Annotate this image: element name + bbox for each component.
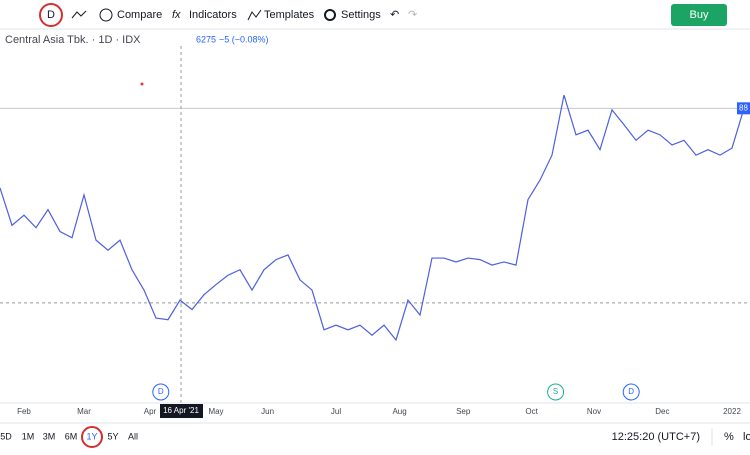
range-button[interactable]: All: [128, 431, 138, 441]
event-label: D: [628, 387, 634, 396]
buy-button[interactable]: [671, 4, 727, 26]
x-tick-label: Nov: [587, 407, 601, 416]
last-price-label: 88: [739, 103, 748, 112]
templates-icon: [247, 9, 262, 21]
x-tick-label: Dec: [655, 407, 669, 416]
range-button[interactable]: 1M: [22, 431, 35, 441]
settings-button[interactable]: Settings: [341, 9, 381, 21]
range-buttons: 5D 1M 3M 6M 1Y 5Y All: [0, 431, 138, 441]
compare-button[interactable]: Compare: [117, 9, 162, 21]
event-label: S: [553, 387, 558, 396]
toolbar: D Compare fx Indicators Templates Settin…: [0, 3, 750, 30]
x-tick-label: 2022: [723, 407, 741, 416]
x-tick-label: Oct: [525, 407, 538, 416]
crosshair-date: 16 Apr '21: [163, 406, 199, 415]
range-button[interactable]: 5Y: [107, 431, 118, 441]
x-tick-label: Mar: [77, 407, 91, 416]
settings-icon: [324, 9, 336, 21]
event-marker: [622, 383, 640, 401]
log-toggle[interactable]: lo: [743, 431, 750, 443]
indicators-button[interactable]: Indicators: [189, 9, 237, 21]
highlight: [39, 3, 63, 27]
legend-change: −5 (−0.08%): [219, 34, 269, 44]
undo-button[interactable]: ↶: [390, 9, 399, 21]
indicators-icon: fx: [172, 9, 181, 21]
range-button[interactable]: 5D: [0, 431, 12, 441]
event-marker: [547, 383, 565, 401]
legend-price: 6275: [196, 34, 216, 44]
interval-button[interactable]: D: [47, 9, 55, 21]
bottom-bar: 5D 1M 3M 6M 1Y 5Y All 12:25:20 (UTC+7) % lo: [0, 422, 750, 448]
range-button[interactable]: 3M: [43, 431, 56, 441]
marker-dot: [140, 82, 144, 86]
x-tick-label: Apr: [144, 407, 157, 416]
chart-type-icon[interactable]: [71, 10, 87, 19]
redo-button[interactable]: ↷: [408, 9, 417, 21]
clock: 12:25:20 (UTC+7): [612, 431, 700, 443]
price-line: [0, 94, 745, 342]
range-button[interactable]: 6M: [65, 431, 78, 441]
crosshair-tag: [160, 404, 203, 418]
highlight: [81, 426, 103, 448]
x-tick-label: Sep: [456, 407, 471, 416]
x-tick-label: Jul: [331, 407, 341, 416]
buy-label: Buy: [690, 9, 709, 21]
x-tick-label: Feb: [17, 407, 31, 416]
range-button[interactable]: 1Y: [86, 431, 97, 441]
compare-icon: [99, 8, 113, 22]
event-label: D: [158, 387, 164, 396]
percent-toggle[interactable]: %: [724, 431, 734, 443]
symbol-title: Central Asia Tbk. · 1D · IDX: [5, 34, 141, 46]
x-tick-label: May: [208, 407, 223, 416]
templates-button[interactable]: Templates: [264, 9, 315, 21]
x-tick-label: Jun: [261, 407, 274, 416]
event-marker: [152, 383, 170, 401]
x-tick-label: Aug: [392, 407, 406, 416]
plot: 88 D S D Feb Mar Apr May Jun Jul Aug Sep Oct Nov Dec 20…: [0, 46, 750, 418]
